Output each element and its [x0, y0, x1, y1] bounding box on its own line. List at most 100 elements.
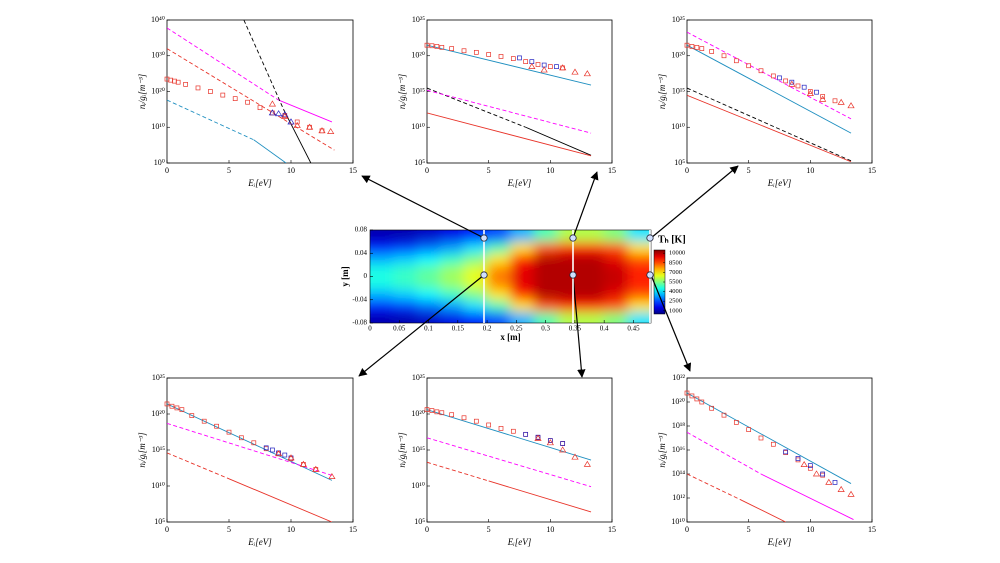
triangle-marker: [847, 490, 855, 497]
probe-point: [480, 234, 488, 242]
triangle-marker: [819, 95, 827, 102]
x-tick-label: 0.2: [483, 325, 492, 333]
plot-area: [167, 20, 335, 163]
heat-cell: [510, 288, 535, 301]
heat-cell: [510, 276, 535, 289]
y-tick-label: 10⁵: [414, 158, 425, 167]
heat-cell: [487, 230, 511, 243]
plot-area: [427, 44, 592, 157]
heat-cell: [604, 299, 629, 312]
heat-cell: [487, 241, 511, 254]
probe-point: [646, 234, 654, 242]
y-tick-label: 10²⁵: [412, 15, 425, 24]
triangle-marker: [847, 102, 855, 109]
plot-area: [687, 392, 854, 522]
y-tick-label: -0.04: [352, 295, 367, 303]
heat-cell: [416, 276, 441, 289]
heat-cell: [533, 288, 558, 301]
square-marker: [429, 408, 435, 413]
square-marker: [523, 59, 529, 64]
line: [687, 87, 852, 162]
y-tick-label: 10¹⁵: [412, 445, 425, 454]
square-marker: [208, 89, 213, 94]
square-marker: [795, 83, 801, 89]
heat-cell: [557, 311, 582, 323]
line: [278, 99, 333, 123]
x-tick-label: 15: [608, 166, 616, 175]
heat-cell: [533, 253, 558, 266]
square-marker: [251, 440, 257, 446]
heat-cell: [463, 276, 488, 289]
x-tick-label: 0: [685, 166, 689, 175]
square-marker: [214, 423, 219, 429]
heat-cell: [416, 253, 441, 266]
heat-cell: [370, 276, 394, 289]
plot-frame: [686, 19, 873, 164]
triangle-marker: [287, 454, 295, 461]
line: [687, 392, 852, 484]
colorbar-title: Tₕ [K]: [658, 234, 686, 245]
heat-cell: [557, 264, 582, 277]
square-marker: [770, 441, 776, 447]
colorbar-tick-label: 10000: [669, 250, 685, 257]
triangle-marker: [268, 100, 277, 107]
square-marker: [820, 94, 826, 99]
triangle-marker: [806, 89, 814, 97]
y-tick-label: 10²⁵: [672, 15, 685, 24]
triangle-marker: [281, 111, 289, 118]
line: [687, 94, 852, 163]
x-tick-label: 0: [165, 525, 169, 534]
triangle-marker: [571, 453, 579, 460]
heat-cell: [370, 241, 394, 254]
x-tick-label: 0.45: [627, 325, 640, 333]
triangle-marker: [293, 121, 301, 128]
heat-cell: [440, 230, 465, 243]
heat-cell: [510, 264, 535, 277]
plot-frame: [426, 377, 613, 523]
y-tick-label: 10²⁰: [151, 409, 165, 418]
square-marker: [510, 428, 516, 434]
heat-cell: [580, 299, 605, 312]
triangle-marker: [327, 127, 335, 134]
y-tick-label: 10¹⁶: [672, 445, 685, 454]
arrow: [572, 274, 586, 378]
x-tick-label: 10: [546, 166, 554, 175]
line: [427, 461, 489, 482]
arrow: [650, 274, 692, 372]
square-marker: [709, 405, 715, 411]
heat-cell: [416, 264, 441, 277]
colorbar-tick-label: 5500: [669, 278, 682, 285]
heat-cell: [604, 253, 629, 266]
heat-cell: [440, 288, 465, 301]
square-marker: [820, 471, 826, 477]
line: [687, 44, 852, 134]
square-marker: [179, 407, 185, 413]
heat-cell: [533, 276, 558, 289]
square-marker: [689, 44, 695, 49]
colorbar-tick-label: 1000: [669, 307, 682, 314]
square-marker: [429, 43, 435, 49]
heat-cell: [416, 230, 441, 243]
y-tick-label: 0: [364, 272, 368, 280]
y-tick-label: 10²²: [672, 373, 685, 382]
colorbar-tick-label: 4000: [669, 288, 682, 295]
square-marker: [245, 99, 250, 105]
square-marker: [510, 56, 516, 61]
subplot: 0 5 10 15 10⁵ 10¹⁰ 10¹⁵ 10²⁰ 10²⁵ Eᵢ[eV] nᵢ/gᵢ[m⁻³…: [657, 15, 876, 188]
heat-cell: [627, 299, 651, 312]
triangle-marker: [305, 123, 314, 130]
line: [687, 431, 762, 475]
square-marker: [832, 98, 838, 104]
heat-cell: [580, 276, 605, 289]
line: [488, 480, 592, 513]
heat-cell: [627, 230, 651, 243]
square-marker: [709, 49, 715, 54]
square-marker: [684, 390, 690, 396]
line: [167, 99, 254, 141]
square-marker: [232, 96, 238, 102]
square-marker: [699, 46, 705, 51]
square-marker: [689, 393, 695, 399]
square-marker: [721, 412, 727, 418]
square-marker: [684, 42, 690, 48]
square-marker: [814, 89, 819, 95]
